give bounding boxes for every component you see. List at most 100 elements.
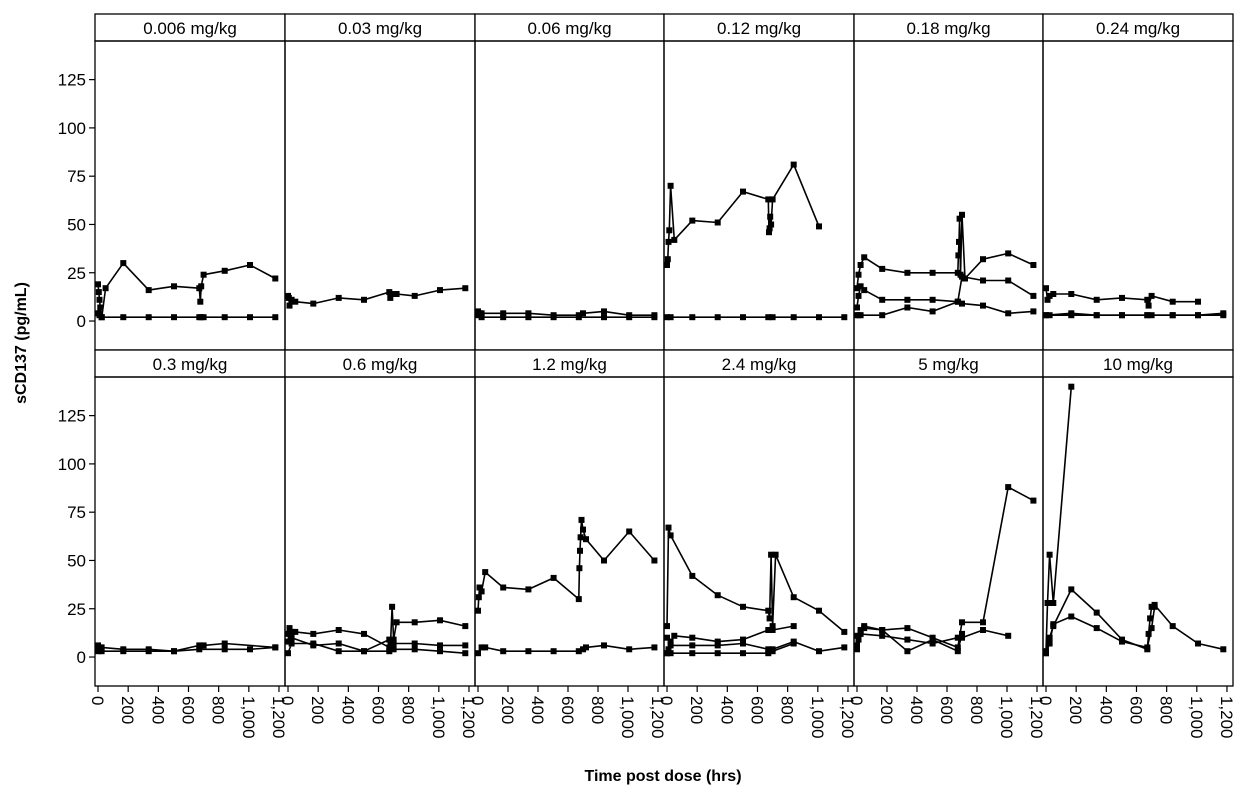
data-point bbox=[1005, 277, 1012, 284]
data-point bbox=[665, 524, 672, 531]
data-point bbox=[959, 634, 965, 641]
data-point bbox=[790, 161, 797, 168]
data-point bbox=[1220, 312, 1227, 319]
data-point bbox=[956, 215, 963, 222]
data-point bbox=[769, 648, 776, 655]
y-tick-label: 25 bbox=[67, 600, 86, 619]
data-point bbox=[462, 650, 469, 657]
data-point bbox=[1093, 296, 1100, 303]
data-point bbox=[626, 528, 633, 535]
data-point bbox=[904, 625, 911, 632]
data-point bbox=[482, 569, 489, 576]
data-point bbox=[689, 572, 696, 579]
data-point bbox=[1148, 292, 1155, 299]
data-point bbox=[980, 277, 986, 284]
data-point bbox=[288, 628, 295, 635]
data-point bbox=[386, 636, 393, 643]
data-point bbox=[665, 238, 672, 245]
y-tick-label: 100 bbox=[58, 455, 86, 474]
data-point bbox=[197, 298, 204, 305]
series-line-1 bbox=[666, 163, 820, 266]
data-point bbox=[765, 650, 772, 657]
data-point bbox=[1093, 312, 1100, 319]
data-point bbox=[854, 632, 860, 639]
data-point bbox=[200, 271, 207, 278]
data-point bbox=[1144, 296, 1151, 303]
data-point bbox=[1043, 312, 1049, 319]
data-point bbox=[766, 615, 773, 622]
data-point bbox=[95, 289, 102, 296]
data-point bbox=[954, 648, 961, 655]
data-point bbox=[1169, 312, 1176, 319]
data-point bbox=[1044, 600, 1051, 606]
data-point bbox=[462, 285, 469, 292]
panel-title: 0.03 mg/kg bbox=[338, 19, 422, 38]
data-point bbox=[767, 213, 774, 220]
x-tick-label: 1,200 bbox=[838, 696, 857, 739]
data-point bbox=[1044, 296, 1051, 303]
panel-1: 0.006 mg/kg 0 25 50 75 100 125 bbox=[58, 13, 286, 351]
panel-8: 0.6 mg/kg 0 200 400 600 800 1,000 1,200 bbox=[278, 349, 478, 739]
x-tick-label: 600 bbox=[1127, 696, 1146, 724]
panel-strip bbox=[94, 13, 286, 42]
x-tick-label: 200 bbox=[687, 696, 706, 724]
data-point bbox=[904, 636, 911, 643]
data-point bbox=[667, 638, 674, 645]
panel-frame bbox=[474, 376, 665, 687]
data-point bbox=[97, 304, 104, 311]
data-point bbox=[769, 314, 776, 321]
panel-5: 0.18 mg/kg bbox=[853, 13, 1044, 351]
data-point bbox=[626, 646, 633, 653]
data-point bbox=[1169, 623, 1176, 630]
data-point bbox=[929, 296, 936, 303]
data-point bbox=[689, 650, 696, 657]
y-tick-label: 0 bbox=[77, 312, 86, 331]
data-point bbox=[879, 632, 886, 639]
data-point bbox=[1005, 250, 1012, 257]
data-point bbox=[1093, 625, 1100, 632]
data-point bbox=[1195, 298, 1201, 305]
data-point bbox=[310, 300, 317, 307]
data-point bbox=[861, 254, 868, 261]
panel-frame bbox=[94, 40, 286, 351]
data-point bbox=[437, 648, 443, 655]
data-point bbox=[816, 648, 822, 655]
x-tick-label: 200 bbox=[1066, 696, 1085, 724]
data-point bbox=[768, 221, 775, 228]
x-tick-label: 800 bbox=[209, 696, 228, 724]
data-point bbox=[437, 642, 443, 649]
panel-10: 2.4 mg/kg 0 200 400 600 800 1,000 1,200 bbox=[657, 349, 857, 739]
x-tick-label: 0 bbox=[1036, 696, 1055, 705]
data-point bbox=[904, 648, 911, 655]
data-point bbox=[1093, 609, 1100, 616]
y-tick-label: 25 bbox=[67, 264, 86, 283]
x-tick-label: 200 bbox=[877, 696, 896, 724]
data-point bbox=[478, 310, 485, 317]
x-tick-label: 800 bbox=[1157, 696, 1176, 724]
y-tick-label: 50 bbox=[67, 551, 86, 570]
x-tick-label: 0 bbox=[657, 696, 676, 705]
data-point bbox=[714, 638, 721, 645]
data-point bbox=[664, 623, 670, 630]
x-tick-label: 600 bbox=[558, 696, 577, 724]
data-point bbox=[580, 310, 586, 317]
data-point bbox=[1068, 586, 1075, 593]
data-point bbox=[580, 526, 586, 533]
x-tick-label: 600 bbox=[179, 696, 198, 724]
data-point bbox=[651, 644, 658, 651]
data-point bbox=[1151, 603, 1158, 610]
data-point bbox=[221, 640, 228, 647]
data-point bbox=[98, 648, 105, 655]
data-point bbox=[714, 592, 721, 599]
x-tick-label: 400 bbox=[717, 696, 736, 724]
data-point bbox=[462, 642, 469, 649]
data-point bbox=[550, 648, 557, 655]
data-point bbox=[288, 640, 295, 647]
data-point bbox=[247, 646, 253, 653]
y-axis-title: sCD137 (pg/mL) bbox=[13, 282, 30, 404]
data-point bbox=[667, 182, 674, 189]
data-point bbox=[959, 630, 965, 637]
panel-title: 0.06 mg/kg bbox=[527, 19, 611, 38]
data-point bbox=[525, 586, 532, 593]
